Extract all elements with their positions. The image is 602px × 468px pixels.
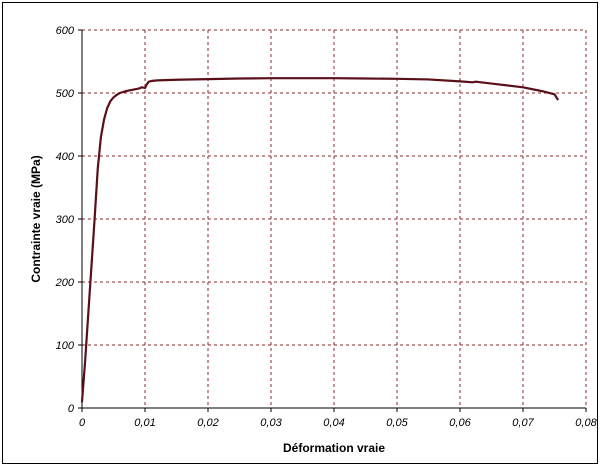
y-axis-title: Contrainte vraie (MPa) xyxy=(29,155,43,282)
x-tick-label: 0,06 xyxy=(449,417,471,429)
y-tick-label: 400 xyxy=(56,151,75,163)
x-tick-label: 0,01 xyxy=(134,417,155,429)
stress-strain-curve xyxy=(80,77,559,403)
x-axis-title: Déformation vraie xyxy=(283,441,385,455)
y-tick-label: 200 xyxy=(55,277,75,289)
y-tick-label: 0 xyxy=(68,403,75,415)
x-tick-label: 0 xyxy=(79,417,86,429)
x-tick-label: 0,03 xyxy=(260,417,282,429)
axes xyxy=(78,29,587,412)
tick-labels: 0 0,01 0,02 0,03 0,04 0,05 0,06 0,07 0,08 0 100 200… xyxy=(55,25,598,429)
y-tick-label: 300 xyxy=(56,214,75,226)
y-tick-label: 600 xyxy=(56,25,75,37)
x-tick-label: 0,02 xyxy=(197,417,218,429)
grid-lines xyxy=(82,29,587,408)
y-tick-label: 100 xyxy=(56,340,75,352)
x-tick-label: 0,05 xyxy=(386,417,408,429)
x-tick-label: 0,08 xyxy=(575,417,597,429)
y-tick-label: 500 xyxy=(56,88,75,100)
x-tick-label: 0,07 xyxy=(512,417,534,429)
series-layer xyxy=(80,77,559,403)
x-tick-label: 0,04 xyxy=(323,417,344,429)
